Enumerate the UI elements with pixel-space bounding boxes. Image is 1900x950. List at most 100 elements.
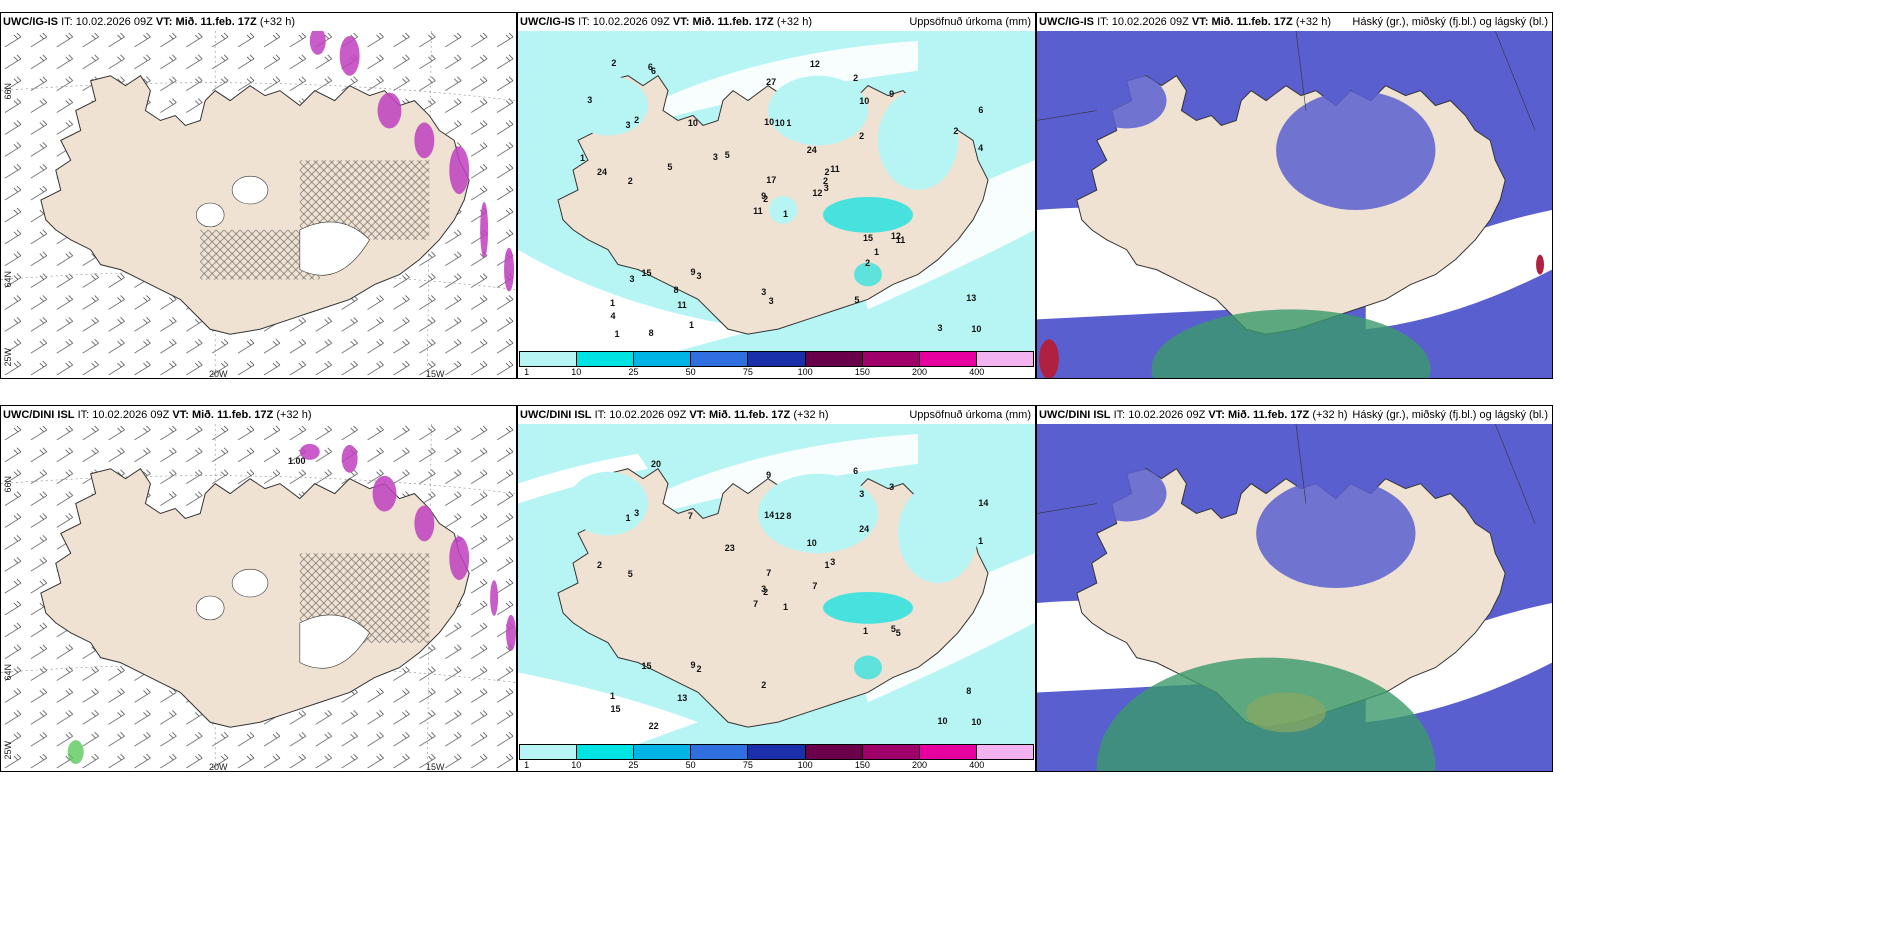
colorbar-label: 400 [969, 760, 985, 770]
colorbar-segment [634, 745, 692, 759]
precip-value: 14 [978, 497, 989, 508]
precip-value: 1 [824, 560, 830, 571]
precip-value: 13 [677, 692, 688, 703]
precip-value: 3 [634, 507, 640, 518]
precip-value: 9 [889, 88, 895, 99]
colorbar-label: 50 [685, 760, 696, 770]
colorbar-label: 150 [854, 367, 870, 377]
precip-value: 2 [824, 167, 830, 178]
cloud-map [1037, 31, 1552, 378]
panel-row2-precip: UWC/DINI ISL IT: 10.02.2026 09Z VT: Mið.… [517, 405, 1036, 772]
colorbar-label: 1 [524, 367, 530, 377]
colorbar-label: 10 [571, 367, 582, 377]
precip-value: 8 [966, 685, 972, 696]
precip-value: 2 [763, 193, 769, 204]
colorbar-segment [691, 745, 749, 759]
panel-header: UWC/IG-IS IT: 10.02.2026 09Z VT: Mið. 11… [518, 13, 1035, 31]
precip-value: 1 [609, 298, 615, 309]
precip-value: 10 [764, 117, 775, 128]
wind-map [1, 31, 516, 378]
precip-value: 3 [889, 481, 895, 492]
colorbar-label: 75 [742, 367, 753, 377]
precip-value: 1 [782, 209, 788, 220]
precip-value: 3 [830, 557, 836, 568]
precip-value: 1 [579, 152, 585, 163]
precip-value: 12 [809, 58, 820, 69]
precip-value: 10 [971, 323, 982, 334]
colorbar-segment [805, 352, 863, 366]
panel-header: UWC/IG-IS IT: 10.02.2026 09Z VT: Mið. 11… [1, 13, 516, 31]
precip-value: 3 [761, 583, 767, 594]
precip-value: 10 [687, 118, 698, 129]
precip-value: 3 [696, 270, 702, 281]
precip-value: 1 [625, 513, 631, 524]
precip-value: 7 [812, 581, 818, 592]
precip-value: 1 [609, 691, 615, 702]
panel-header: UWC/DINI ISL IT: 10.02.2026 09Z VT: Mið.… [518, 406, 1035, 424]
colorbar-label: 10 [571, 760, 582, 770]
precip-value: 12 [890, 231, 901, 242]
precip-value: 23 [724, 543, 735, 554]
precip-value: 5 [890, 624, 896, 635]
panel-header: UWC/DINI ISL IT: 10.02.2026 09Z VT: Mið.… [1037, 406, 1552, 424]
precip-title: Uppsöfnuð úrkoma (mm) [909, 16, 1031, 28]
colorbar-segment [976, 352, 1033, 366]
precip-value: 3 [587, 95, 593, 106]
colorbar-segment [805, 745, 863, 759]
precip-value: 2 [761, 679, 767, 690]
precip-value: 1 [786, 117, 792, 128]
precip-map [518, 424, 1035, 744]
precip-value: 1 [614, 329, 620, 340]
precip-value: 27 [766, 77, 777, 88]
colorbar-label: 50 [685, 367, 696, 377]
precip-value: 15 [862, 233, 873, 244]
lon-label-20w: 20W [209, 369, 228, 379]
colorbar-label: 25 [628, 367, 639, 377]
precip-value: 10 [806, 537, 817, 548]
precip-map [518, 31, 1035, 351]
precip-value: 5 [627, 569, 633, 580]
precip-value: 2 [763, 586, 769, 597]
precip-value: 12 [774, 511, 785, 522]
precip-value: 7 [766, 568, 772, 578]
precip-value: 7 [753, 599, 759, 610]
precip-value: 8 [648, 327, 654, 338]
precip-value: 5 [895, 627, 901, 638]
colorbar: 1 10 25 50 75 100 150 200 400 [519, 351, 1034, 377]
colorbar-segment [577, 745, 635, 759]
precip-value: 2 [634, 114, 640, 125]
precip-value: 3 [761, 286, 767, 297]
precip-value: 4 [610, 311, 616, 322]
precip-value: 3 [629, 274, 635, 285]
precip-value: 6 [978, 104, 984, 115]
precip-value: 9 [690, 659, 696, 670]
precip-value: 2 [611, 57, 617, 68]
colorbar-segment [634, 352, 692, 366]
precip-value: 9 [761, 190, 767, 201]
precip-value: 2 [853, 73, 859, 84]
panel-header: UWC/IG-IS IT: 10.02.2026 09Z VT: Mið. 11… [1037, 13, 1552, 31]
precip-value: 11 [753, 206, 763, 217]
precip-value: 15 [610, 704, 621, 715]
wind-annotation: 1.00 [288, 456, 306, 466]
colorbar-segment [748, 745, 806, 759]
lat-label-64n: 64N [3, 271, 13, 288]
colorbar-label: 200 [912, 760, 928, 770]
lon-label-15w: 15W [426, 369, 445, 379]
colorbar-label: 200 [912, 367, 928, 377]
precip-value: 3 [712, 152, 718, 163]
colorbar-segment [919, 352, 977, 366]
precip-value: 5 [724, 150, 730, 160]
colorbar-label: 400 [969, 367, 985, 377]
panel-header: UWC/DINI ISL IT: 10.02.2026 09Z VT: Mið.… [1, 406, 516, 424]
colorbar-segment [862, 745, 920, 759]
precip-value: 17 [766, 175, 777, 185]
colorbar-label: 1 [524, 760, 530, 770]
precip-value: 1 [782, 602, 788, 613]
panel-row1-precip: UWC/IG-IS IT: 10.02.2026 09Z VT: Mið. 11… [517, 12, 1036, 379]
colorbar-segment [520, 352, 578, 366]
colorbar-segment [577, 352, 635, 366]
colorbar-segment [919, 745, 977, 759]
precip-value: 11 [677, 299, 687, 310]
precip-value: 3 [823, 183, 829, 194]
